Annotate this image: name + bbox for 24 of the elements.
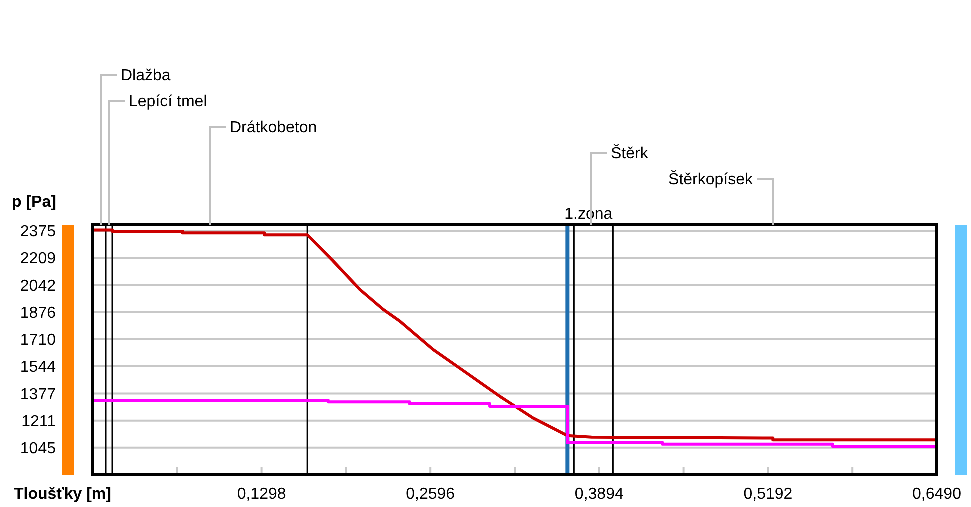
text: Drátkobeton bbox=[230, 120, 318, 137]
x-tick-label: 0,2596 bbox=[406, 486, 456, 503]
y-tick-label: 1377 bbox=[20, 386, 56, 404]
ref-line-label: 1.zona bbox=[564, 206, 613, 223]
y-tick-label: 2042 bbox=[20, 278, 56, 295]
text: Lepící tmel bbox=[129, 94, 208, 111]
y-tick-label: 1544 bbox=[20, 359, 56, 376]
x-tick-label: 0,5192 bbox=[744, 486, 793, 503]
y-tick-label: 1045 bbox=[20, 440, 56, 458]
x-tick-label: 0,6490 bbox=[912, 486, 962, 503]
y-tick-label: 1211 bbox=[22, 413, 56, 430]
y-tick-label: 2375 bbox=[20, 224, 56, 241]
x-axis-title: Tloušťky [m] bbox=[14, 486, 112, 503]
text: Štěrk bbox=[611, 144, 650, 163]
text: Štěrkopísek bbox=[668, 170, 754, 189]
line-series bbox=[92, 398, 938, 448]
y-tick-label: 1876 bbox=[20, 305, 56, 322]
line-series bbox=[92, 228, 938, 442]
y-axis-title: p [Pa] bbox=[12, 194, 56, 211]
x-tick-label: 0,1298 bbox=[237, 486, 286, 503]
y-tick-label: 1710 bbox=[20, 332, 56, 350]
y-tick-label: 2209 bbox=[20, 250, 56, 268]
x-tick-label: 0,3894 bbox=[574, 486, 624, 503]
text: Dlažba bbox=[121, 68, 171, 85]
